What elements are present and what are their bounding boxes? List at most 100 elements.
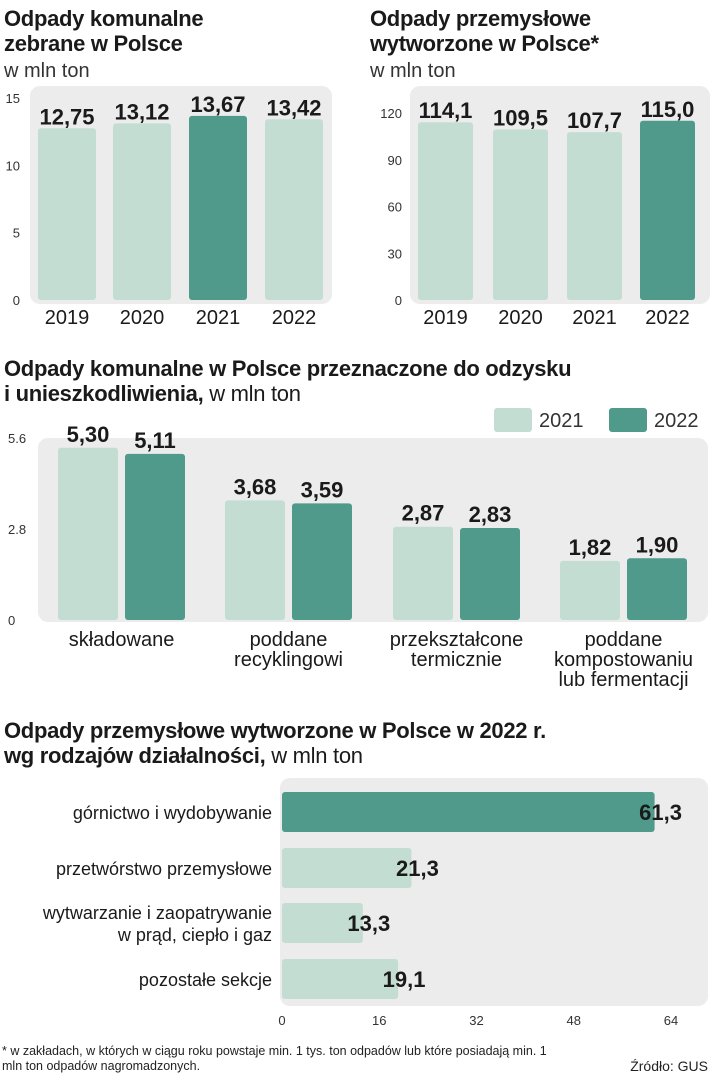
recovery-bar-2022 (292, 503, 352, 620)
recovery-category-label: poddane (250, 629, 328, 651)
sectors-xtick-label: 32 (469, 1013, 483, 1028)
municipal-bar-2019 (38, 128, 96, 300)
legend-label-2022: 2022 (654, 410, 699, 432)
recovery-category-label: kompostowaniu (554, 649, 693, 671)
industrial-ytick-label: 60 (388, 200, 402, 215)
recovery-bar-2021 (393, 526, 453, 620)
recovery-ytick-label: 0 (8, 613, 15, 628)
recovery-bar-2022 (125, 453, 185, 620)
industrial-unit: w mln ton (370, 60, 456, 82)
sectors-xtick-label: 48 (567, 1013, 581, 1028)
recovery-category-label: przekształcone (390, 629, 523, 651)
footnote: * w zakładach, w których w ciągu roku po… (2, 1044, 547, 1073)
recovery-bar-2021 (58, 447, 118, 620)
municipal-title-line1: Odpady komunalne (4, 6, 204, 31)
municipal-xtick-label: 2020 (120, 307, 165, 329)
recovery-bar-2022 (627, 558, 687, 620)
municipal-chart-title: Odpady komunalne zebrane w Polsce (4, 6, 204, 56)
recovery-category-label: składowane (69, 629, 175, 651)
industrial-ytick-label: 30 (388, 246, 402, 261)
sectors-xtick-label: 16 (372, 1013, 386, 1028)
sectors-category-label: górnictwo i wydobywanie (73, 803, 272, 823)
municipal-xtick-label: 2021 (196, 307, 241, 329)
municipal-unit: w mln ton (4, 60, 90, 82)
industrial-bar-2022 (640, 120, 695, 301)
recovery-category-label: termicznie (411, 649, 502, 671)
sectors-value-label: 21,3 (396, 856, 439, 881)
recovery-value-label: 1,82 (569, 535, 612, 560)
recovery-value-label: 2,87 (402, 501, 445, 526)
sectors-bar (282, 848, 412, 888)
municipal-bar-2021 (189, 115, 247, 300)
industrial-ytick-label: 90 (388, 153, 402, 168)
recovery-value-label: 5,30 (67, 422, 110, 447)
sectors-value-label: 19,1 (383, 967, 426, 992)
legend-label-2021: 2021 (539, 410, 584, 432)
recovery-value-label: 3,68 (234, 474, 277, 499)
industrial-title-line2: wytworzone w Polsce* (370, 31, 599, 56)
sectors-category-label: pozostałe sekcje (139, 970, 272, 990)
municipal-value-label: 12,75 (39, 104, 94, 129)
recovery-bar-2022 (460, 528, 520, 620)
legend-swatch-2021 (494, 408, 532, 432)
industrial-xtick-label: 2021 (572, 307, 617, 329)
recovery-title-line2: i unieszkodliwienia, (4, 381, 204, 406)
industrial-value-label: 107,7 (567, 108, 622, 133)
sectors-category-label: wytwarzanie i zaopatrywanie (42, 903, 272, 923)
recovery-category-label: poddane (585, 629, 663, 651)
industrial-title-line1: Odpady przemysłowe (370, 6, 591, 31)
industrial-value-label: 114,1 (419, 98, 473, 123)
municipal-title-line2: zebrane w Polsce (4, 31, 183, 56)
municipal-xtick-label: 2022 (272, 307, 317, 329)
recovery-title-line1: Odpady komunalne w Polsce przeznaczone d… (4, 356, 572, 381)
municipal-xtick-label: 2019 (45, 307, 90, 329)
recovery-value-label: 2,83 (469, 502, 512, 527)
sectors-category-label: w prąd, ciepło i gaz (117, 925, 272, 945)
industrial-value-label: 109,5 (493, 105, 548, 130)
recovery-chart-title: Odpady komunalne w Polsce przeznaczone d… (4, 356, 572, 406)
municipal-bar-2022 (265, 119, 323, 300)
recovery-bar-2021 (560, 560, 620, 620)
sectors-title-line1: Odpady przemysłowe wytworzone w Polsce w… (4, 718, 546, 743)
industrial-value-label: 115,0 (641, 97, 695, 122)
industrial-ytick-label: 0 (395, 293, 402, 308)
municipal-bar-2020 (113, 123, 171, 300)
sectors-title-line2: wg rodzajów działalności, (4, 743, 266, 768)
municipal-ytick-label: 0 (13, 293, 20, 308)
recovery-ytick-label: 5.6 (8, 431, 26, 446)
industrial-xtick-label: 2022 (645, 307, 690, 329)
municipal-ytick-label: 5 (13, 226, 20, 241)
municipal-value-label: 13,42 (266, 95, 321, 120)
sectors-bar (282, 903, 363, 943)
recovery-bar-2021 (225, 500, 285, 620)
legend-swatch-2022 (609, 408, 647, 432)
industrial-bar-2019 (418, 122, 473, 300)
industrial-ytick-label: 120 (380, 106, 402, 121)
sectors-chart-title: Odpady przemysłowe wytworzone w Polsce w… (4, 718, 546, 768)
municipal-ytick-label: 15 (6, 91, 20, 106)
sectors-xtick-label: 0 (278, 1013, 285, 1028)
municipal-value-label: 13,67 (190, 92, 245, 117)
industrial-xtick-label: 2019 (423, 307, 468, 329)
industrial-bar-2021 (567, 132, 622, 300)
recovery-category-label: recyklingowi (234, 649, 343, 671)
recovery-value-label: 1,90 (636, 532, 679, 557)
source-note: Źródło: GUS (630, 1058, 708, 1074)
industrial-bar-2020 (493, 129, 548, 300)
sectors-category-label: przetwórstwo przemysłowe (56, 859, 272, 879)
sectors-bar (282, 792, 655, 832)
recovery-category-label: lub fermentacji (558, 669, 688, 691)
sectors-unit: w mln ton (265, 743, 363, 768)
recovery-unit: w mln ton (203, 381, 301, 406)
municipal-ytick-label: 10 (6, 158, 20, 173)
recovery-value-label: 5,11 (134, 428, 176, 453)
industrial-chart-title: Odpady przemysłowe wytworzone w Polsce* (370, 6, 599, 56)
municipal-value-label: 13,12 (114, 99, 169, 124)
industrial-xtick-label: 2020 (498, 307, 543, 329)
sectors-value-label: 13,3 (347, 911, 390, 936)
sectors-value-label: 61,3 (639, 800, 682, 825)
sectors-xtick-label: 64 (664, 1013, 678, 1028)
recovery-value-label: 3,59 (301, 477, 344, 502)
sectors-bar (282, 959, 399, 999)
